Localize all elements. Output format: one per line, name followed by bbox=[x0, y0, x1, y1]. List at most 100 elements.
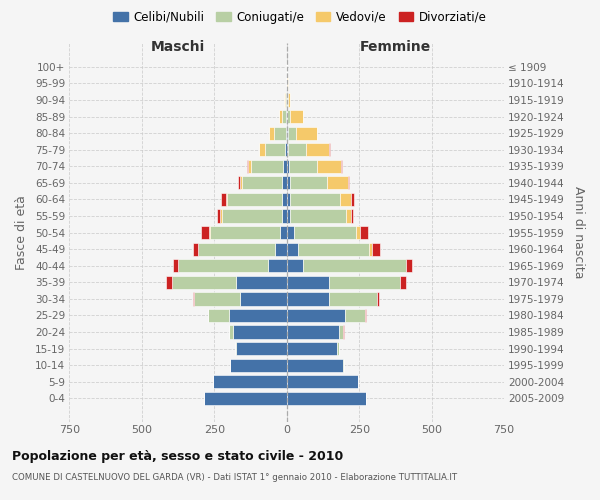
Bar bbox=[265, 143, 286, 156]
Bar bbox=[287, 126, 296, 140]
Bar bbox=[340, 193, 350, 206]
Bar bbox=[221, 193, 226, 206]
Bar bbox=[279, 110, 281, 123]
Bar bbox=[217, 210, 220, 222]
Bar bbox=[208, 309, 229, 322]
Bar bbox=[221, 210, 283, 222]
Bar bbox=[220, 210, 221, 222]
Bar bbox=[213, 375, 287, 388]
Bar bbox=[286, 143, 287, 156]
Bar bbox=[251, 160, 283, 173]
Bar bbox=[289, 160, 317, 173]
Bar bbox=[371, 242, 380, 256]
Bar bbox=[193, 242, 198, 256]
Bar bbox=[284, 94, 285, 106]
Bar bbox=[287, 143, 288, 156]
Bar bbox=[290, 176, 327, 190]
Bar bbox=[345, 309, 365, 322]
Bar bbox=[287, 309, 345, 322]
Bar bbox=[201, 226, 209, 239]
Bar bbox=[283, 210, 287, 222]
Bar bbox=[274, 126, 286, 140]
Bar bbox=[351, 210, 353, 222]
Bar bbox=[327, 176, 347, 190]
Text: COMUNE DI CASTELNUOVO DEL GARDA (VR) - Dati ISTAT 1° gennaio 2010 - Elaborazione: COMUNE DI CASTELNUOVO DEL GARDA (VR) - D… bbox=[12, 472, 457, 482]
Bar bbox=[204, 392, 287, 405]
Bar bbox=[166, 276, 172, 289]
Bar bbox=[287, 160, 289, 173]
Bar bbox=[275, 242, 287, 256]
Bar bbox=[347, 176, 349, 190]
Bar bbox=[302, 259, 406, 272]
Bar bbox=[350, 193, 354, 206]
Bar bbox=[287, 94, 288, 106]
Bar bbox=[317, 160, 341, 173]
Bar bbox=[287, 110, 290, 123]
Bar bbox=[287, 210, 290, 222]
Bar bbox=[337, 342, 338, 355]
Bar bbox=[339, 326, 343, 338]
Y-axis label: Anni di nascita: Anni di nascita bbox=[572, 186, 585, 279]
Bar bbox=[287, 193, 290, 206]
Bar bbox=[287, 392, 367, 405]
Bar bbox=[360, 226, 368, 239]
Bar bbox=[236, 276, 287, 289]
Bar bbox=[285, 94, 286, 106]
Text: Maschi: Maschi bbox=[151, 40, 205, 54]
Bar bbox=[199, 242, 275, 256]
Bar bbox=[365, 309, 366, 322]
Bar bbox=[370, 242, 371, 256]
Bar bbox=[288, 94, 290, 106]
Bar bbox=[193, 292, 194, 306]
Y-axis label: Fasce di età: Fasce di età bbox=[15, 195, 28, 270]
Bar bbox=[194, 292, 241, 306]
Bar bbox=[287, 342, 337, 355]
Bar bbox=[178, 259, 268, 272]
Bar bbox=[172, 276, 236, 289]
Bar bbox=[356, 226, 360, 239]
Bar bbox=[294, 226, 356, 239]
Bar bbox=[269, 126, 274, 140]
Bar bbox=[283, 176, 287, 190]
Bar bbox=[210, 226, 280, 239]
Bar bbox=[400, 276, 406, 289]
Bar bbox=[298, 242, 370, 256]
Bar bbox=[290, 110, 303, 123]
Bar bbox=[247, 160, 248, 173]
Bar bbox=[296, 126, 317, 140]
Text: Femmine: Femmine bbox=[360, 40, 431, 54]
Bar bbox=[233, 326, 287, 338]
Bar bbox=[259, 143, 265, 156]
Text: Popolazione per età, sesso e stato civile - 2010: Popolazione per età, sesso e stato civil… bbox=[12, 450, 343, 463]
Bar bbox=[242, 176, 283, 190]
Bar bbox=[287, 176, 290, 190]
Bar bbox=[286, 110, 287, 123]
Bar bbox=[287, 375, 358, 388]
Bar bbox=[235, 342, 236, 355]
Bar bbox=[173, 259, 178, 272]
Bar bbox=[287, 358, 343, 372]
Bar bbox=[238, 176, 239, 190]
Bar bbox=[377, 292, 379, 306]
Bar bbox=[286, 126, 287, 140]
Bar bbox=[227, 193, 283, 206]
Bar bbox=[241, 292, 287, 306]
Bar bbox=[287, 326, 339, 338]
Bar bbox=[287, 242, 298, 256]
Bar bbox=[287, 226, 294, 239]
Bar bbox=[281, 110, 286, 123]
Bar bbox=[290, 193, 340, 206]
Bar bbox=[305, 143, 329, 156]
Legend: Celibi/Nubili, Coniugati/e, Vedovi/e, Divorziati/e: Celibi/Nubili, Coniugati/e, Vedovi/e, Di… bbox=[109, 6, 491, 28]
Bar bbox=[346, 210, 351, 222]
Bar bbox=[406, 259, 412, 272]
Bar bbox=[248, 160, 251, 173]
Bar bbox=[229, 326, 233, 338]
Bar bbox=[290, 210, 346, 222]
Bar bbox=[229, 309, 287, 322]
Bar bbox=[329, 276, 400, 289]
Bar bbox=[288, 143, 305, 156]
Bar bbox=[236, 342, 287, 355]
Bar bbox=[283, 193, 287, 206]
Bar bbox=[230, 358, 287, 372]
